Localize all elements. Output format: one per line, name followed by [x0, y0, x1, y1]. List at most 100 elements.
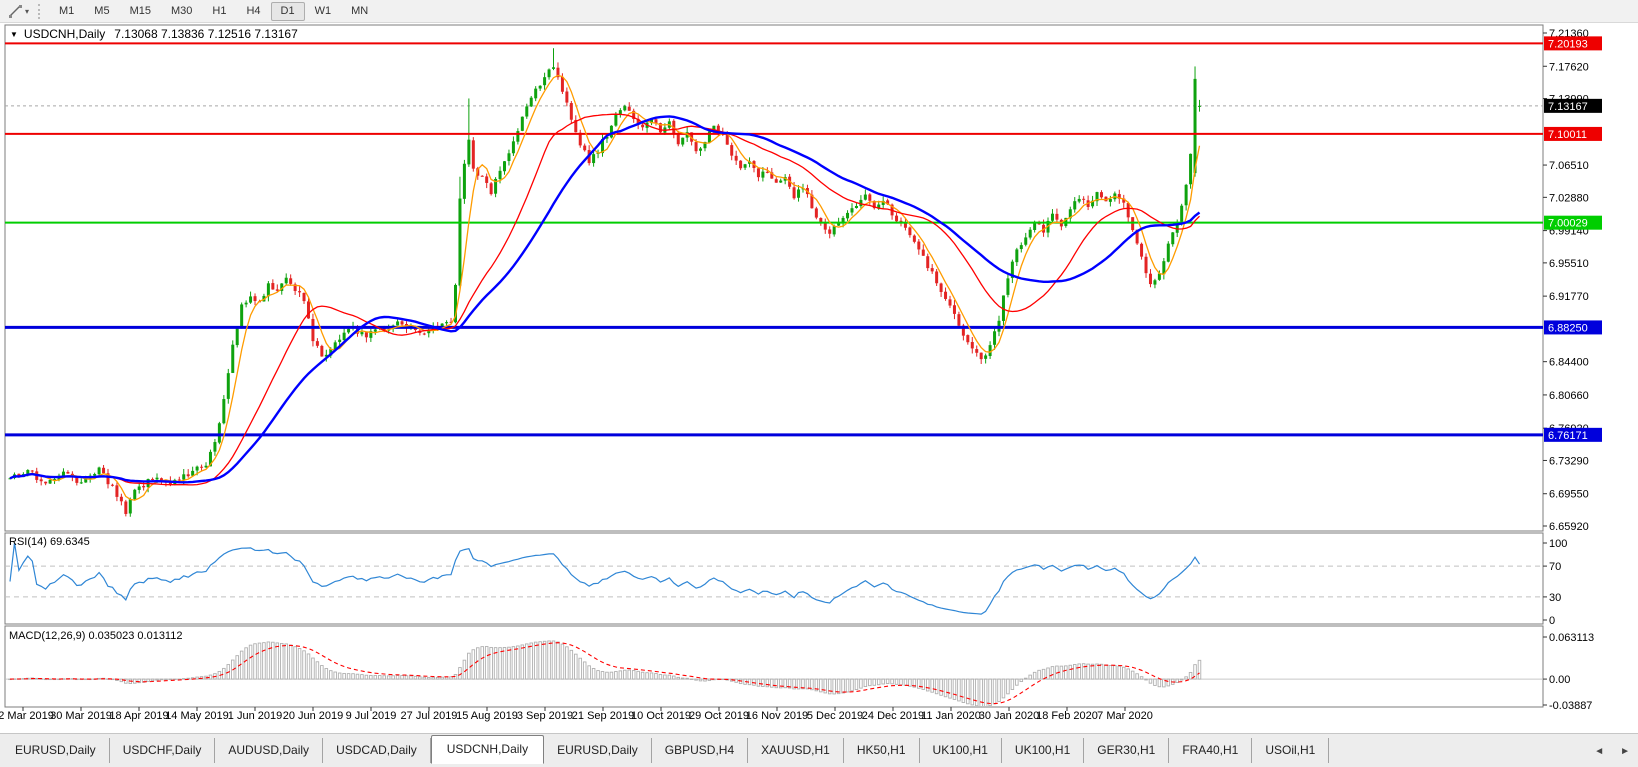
- date-tick-label: 1 Jun 2019: [228, 710, 282, 722]
- price-pane[interactable]: [4, 24, 1544, 532]
- macd-tick-label: -0.03887: [1549, 700, 1592, 712]
- crosshair-tool-icon[interactable]: [5, 2, 25, 20]
- tab-fra40-h1[interactable]: FRA40,H1: [1169, 738, 1253, 763]
- date-tick-label: 30 Mar 2019: [50, 710, 112, 722]
- macd-pane[interactable]: [4, 625, 1544, 708]
- date-tick-label: 18 Apr 2019: [109, 710, 168, 722]
- tab-uk100-h1[interactable]: UK100,H1: [920, 738, 1002, 763]
- date-tick-label: 11 Jan 2020: [921, 710, 981, 722]
- date-tick-label: 7 Mar 2020: [1097, 710, 1153, 722]
- svg-text:6.88250: 6.88250: [1548, 322, 1588, 334]
- tab-usoil-h1[interactable]: USOil,H1: [1252, 738, 1330, 763]
- toolbar: ▾ M1 M5 M15 M30 H1 H4 D1 W1 MN: [0, 0, 1638, 23]
- svg-text:7.10011: 7.10011: [1548, 129, 1587, 141]
- date-tick-label: 3 Sep 2019: [517, 710, 573, 722]
- price-badge-7.13167: [1544, 98, 1602, 113]
- date-tick-label: 9 Jul 2019: [346, 710, 397, 722]
- chart-ohlc-values: 7.13068 7.13836 7.12516 7.13167: [114, 27, 298, 41]
- timeframe-button-m15[interactable]: M15: [129, 4, 151, 17]
- rsi-tick-label: 30: [1549, 592, 1561, 604]
- macd-tick-label: 0.00: [1549, 674, 1570, 686]
- date-tick-label: 12 Mar 2019: [0, 710, 54, 722]
- rsi-axis: 100 70 30 0: [1543, 538, 1567, 627]
- date-tick-label: 24 Dec 2019: [862, 710, 924, 722]
- date-tick-label: 16 Nov 2019: [746, 710, 808, 722]
- timeframe-button-m30[interactable]: M30: [170, 4, 193, 17]
- tab-scroll-right-icon[interactable]: ►: [1620, 746, 1630, 757]
- ma-slow-line: [9, 115, 1201, 484]
- date-tick-label: 30 Jan 2020: [979, 710, 1040, 722]
- macd-layer: [6, 640, 1542, 706]
- price-badge-6.76171: [1544, 427, 1602, 442]
- date-tick-label: 10 Oct 2019: [631, 710, 691, 722]
- price-tick-label: 6.65920: [1549, 521, 1589, 533]
- price-tick-label: 6.84400: [1549, 357, 1589, 369]
- tab-usdcnh-daily[interactable]: USDCNH,Daily: [430, 735, 545, 764]
- macd-tick-label: 0.063113: [1549, 632, 1594, 644]
- price-tick-label: 7.17620: [1549, 61, 1589, 73]
- timeframe-button-mn[interactable]: MN: [351, 4, 369, 17]
- price-axis: 7.213607.176207.139907.065107.028806.991…: [1543, 28, 1602, 533]
- timeframe-button-h4[interactable]: H4: [246, 4, 261, 17]
- timeframe-button-group: M1 M5 M15 M30 H1 H4 D1 W1 MN: [49, 1, 378, 21]
- tab-gbpusd-h4[interactable]: GBPUSD,H4: [652, 738, 749, 763]
- date-tick-label: 14 May 2019: [165, 710, 229, 722]
- timeframe-button-h1[interactable]: H1: [212, 4, 227, 17]
- toolbar-grip[interactable]: [38, 3, 41, 19]
- price-tick-label: 6.73290: [1549, 455, 1589, 467]
- tab-uk100-h1[interactable]: UK100,H1: [1002, 738, 1085, 763]
- price-tick-label: 7.02880: [1549, 192, 1589, 204]
- svg-text:6.76171: 6.76171: [1548, 430, 1588, 442]
- price-badge-7.20193: [1544, 36, 1602, 51]
- price-badge-7.00029: [1544, 215, 1602, 230]
- collapse-triangle-icon[interactable]: ▼: [10, 29, 18, 39]
- date-tick-label: 18 Feb 2020: [1036, 710, 1098, 722]
- tab-usdcad-daily[interactable]: USDCAD,Daily: [323, 738, 431, 763]
- tab-usdchf-daily[interactable]: USDCHF,Daily: [110, 738, 216, 763]
- timeframe-button-m1[interactable]: M1: [59, 4, 75, 17]
- tab-hk50-h1[interactable]: HK50,H1: [844, 738, 920, 763]
- macd-axis: 0.063113 0.00 -0.03887: [1543, 632, 1594, 712]
- chevron-down-icon[interactable]: ▾: [25, 6, 30, 16]
- timeframe-button-d1[interactable]: D1: [270, 1, 305, 21]
- svg-text:7.00029: 7.00029: [1548, 218, 1588, 230]
- tab-bar-area: EURUSD,Daily USDCHF,Daily AUDUSD,Daily USDC…: [0, 733, 1638, 767]
- date-tick-label: 20 Jun 2019: [283, 710, 344, 722]
- date-tick-label: 5 Dec 2019: [807, 710, 863, 722]
- chart-symbol-period: USDCNH,Daily: [23, 27, 106, 41]
- ma-fast-line: [9, 74, 1201, 501]
- svg-text:7.13167: 7.13167: [1548, 101, 1588, 113]
- price-badge-7.10011: [1544, 126, 1602, 141]
- tab-scroll-left-icon[interactable]: ◄: [1594, 746, 1605, 757]
- price-tick-label: 6.80660: [1549, 390, 1589, 402]
- tab-audusd-daily[interactable]: AUDUSD,Daily: [215, 738, 324, 763]
- ma-mid-line: [9, 113, 1200, 486]
- timeframe-button-w1[interactable]: W1: [314, 4, 332, 17]
- macd-indicator-label: MACD(12,26,9) 0.035023 0.013112: [9, 630, 183, 642]
- date-tick-label: 15 Aug 2019: [456, 710, 518, 722]
- tab-ger30-h1[interactable]: GER30,H1: [1084, 738, 1170, 763]
- chart-tab-bar: EURUSD,Daily USDCHF,Daily AUDUSD,Daily USDC…: [2, 735, 1330, 764]
- price-tick-label: 6.69550: [1549, 489, 1589, 501]
- date-tick-label: 21 Sep 2019: [572, 710, 634, 722]
- chart-title: ▼ USDCNH,Daily 7.13068 7.13836 7.12516 7…: [10, 27, 298, 41]
- rsi-tick-label: 70: [1549, 561, 1561, 573]
- price-tick-label: 7.06510: [1549, 160, 1589, 172]
- rsi-layer: [6, 542, 1542, 615]
- tab-xauusd-h1[interactable]: XAUUSD,H1: [748, 738, 844, 763]
- tab-eurusd-daily[interactable]: EURUSD,Daily: [544, 738, 652, 763]
- tab-eurusd-daily[interactable]: EURUSD,Daily: [2, 738, 110, 763]
- timeframe-button-m5[interactable]: M5: [94, 4, 110, 17]
- date-tick-label: 27 Jul 2019: [401, 710, 458, 722]
- svg-text:7.20193: 7.20193: [1548, 38, 1588, 50]
- price-tick-label: 6.91770: [1549, 291, 1589, 303]
- rsi-pane[interactable]: [4, 532, 1544, 625]
- rsi-tick-label: 100: [1549, 538, 1567, 550]
- rsi-indicator-label: RSI(14) 69.6345: [9, 536, 90, 548]
- rsi-tick-label: 0: [1549, 615, 1555, 627]
- price-tick-label: 6.95510: [1549, 258, 1589, 270]
- date-tick-label: 29 Oct 2019: [689, 710, 749, 722]
- chart-background: [0, 22, 1638, 733]
